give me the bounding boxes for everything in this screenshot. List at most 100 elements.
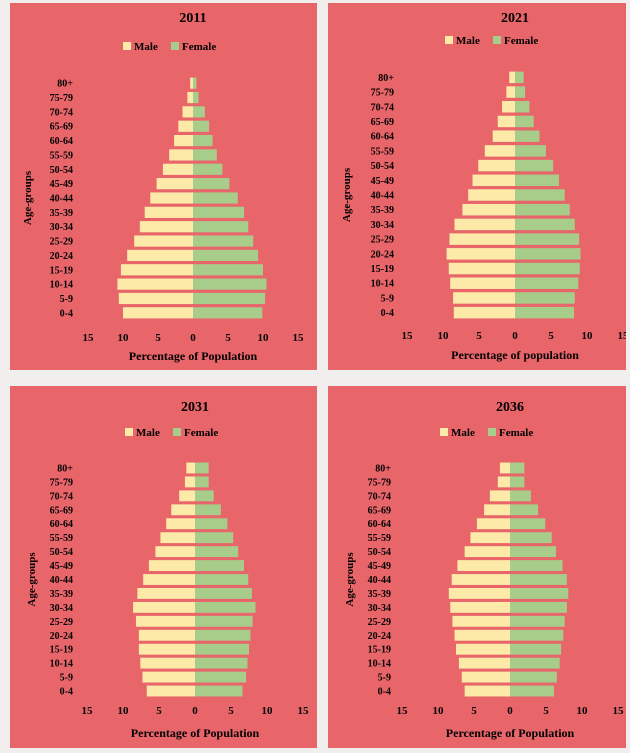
female-bar-65-69 — [510, 504, 539, 516]
age-group-label: 45-49 — [50, 179, 73, 190]
male-bar-30-34 — [133, 601, 195, 613]
x-tick-label: 15 — [83, 332, 95, 344]
pyramid-panel-2021: 2021 Male Female 0-4 5-9 10-14 15-19 20-24 25-29… — [328, 3, 626, 370]
male-bar-20-24 — [127, 249, 193, 262]
legend-male-swatch — [445, 36, 453, 44]
female-bar-10-14 — [515, 277, 579, 289]
x-tick-label: 10 — [582, 330, 594, 342]
pyramid-panel-2031: 2031 Male Female 0-4 5-9 10-14 15-19 20-24 25-29… — [10, 386, 317, 748]
male-bar-0-4 — [123, 307, 193, 319]
chart-title: 2011 — [179, 11, 206, 26]
male-bar-25-29 — [452, 615, 510, 627]
female-bar-40-44 — [510, 574, 567, 585]
x-tick-label: 5 — [155, 332, 161, 344]
male-bar-45-49 — [148, 560, 195, 571]
female-bar-0-4 — [193, 307, 263, 319]
female-bar-65-69 — [195, 504, 221, 516]
age-group-label: 25-29 — [368, 617, 391, 628]
male-bar-70-74 — [179, 490, 195, 502]
x-tick-label: 15 — [397, 705, 409, 717]
female-bar-60-64 — [193, 134, 213, 147]
female-bar-45-49 — [193, 178, 230, 190]
pyramid-chart-2011: 2011 Male Female 0-4 5-9 10-14 15-19 20-24 25-29… — [22, 11, 305, 363]
female-bar-75-79 — [510, 476, 525, 488]
age-group-label: 35-39 — [50, 208, 73, 219]
pyramid-panel-2011: 2011 Male Female 0-4 5-9 10-14 15-19 20-24 25-29… — [10, 3, 317, 370]
female-bar-15-19 — [195, 643, 249, 655]
age-group-label: 75-79 — [50, 93, 73, 104]
age-group-label: 15-19 — [50, 645, 73, 656]
male-bar-40-44 — [451, 574, 510, 585]
male-bar-10-14 — [117, 278, 193, 290]
age-group-label: 20-24 — [50, 251, 73, 262]
male-bar-70-74 — [489, 490, 510, 502]
female-bar-70-74 — [195, 490, 214, 502]
age-group-label: 10-14 — [368, 659, 391, 670]
age-group-label: 5-9 — [378, 673, 391, 684]
age-group-label: 80+ — [57, 463, 73, 474]
female-bar-65-69 — [515, 115, 534, 128]
age-group-label: 35-39 — [50, 589, 73, 600]
age-group-label: 45-49 — [50, 561, 73, 572]
male-bar-25-29 — [449, 233, 515, 245]
female-bar-30-34 — [510, 601, 567, 613]
age-group-label: 10-14 — [50, 659, 73, 670]
x-axis-label: Percentage of population — [451, 348, 579, 362]
x-tick-label: 5 — [543, 705, 549, 717]
age-group-label: 70-74 — [368, 491, 391, 502]
age-group-label: 65-69 — [371, 117, 394, 128]
age-group-label: 80+ — [378, 73, 394, 84]
pyramid-panel-2036: 2036 Male Female 0-4 5-9 10-14 15-19 20-24 25-29… — [328, 386, 626, 748]
age-group-label: 25-29 — [371, 235, 394, 246]
female-bar-75-79 — [195, 476, 209, 488]
male-bar-80+ — [186, 462, 195, 474]
x-tick-label: 0 — [512, 330, 518, 342]
male-bar-50-54 — [162, 163, 193, 175]
male-bar-20-24 — [446, 248, 515, 260]
legend-male-label: Male — [456, 35, 480, 47]
age-group-label: 5-9 — [60, 673, 73, 684]
chart-title: 2031 — [181, 400, 209, 415]
legend-female-label: Female — [504, 35, 538, 47]
female-bar-20-24 — [195, 629, 251, 641]
female-bar-70-74 — [193, 106, 205, 118]
male-bar-5-9 — [142, 671, 195, 683]
male-bar-60-64 — [174, 134, 193, 147]
male-bar-75-79 — [506, 86, 515, 98]
age-group-label: 70-74 — [50, 491, 73, 502]
male-bar-80+ — [509, 71, 515, 84]
age-group-label: 75-79 — [371, 88, 394, 99]
age-group-label: 60-64 — [368, 519, 391, 530]
age-group-label: 40-44 — [368, 575, 391, 586]
male-bar-65-69 — [484, 504, 510, 516]
age-group-label: 35-39 — [368, 589, 391, 600]
x-tick-label: 10 — [433, 705, 445, 717]
male-bar-60-64 — [492, 130, 515, 142]
male-bar-55-59 — [470, 532, 510, 544]
chart-legend: Male Female — [123, 41, 216, 53]
male-bar-5-9 — [461, 671, 510, 683]
x-tick-label: 15 — [402, 330, 414, 342]
female-bar-35-39 — [515, 203, 570, 216]
x-tick-label: 10 — [438, 330, 450, 342]
female-bar-80+ — [195, 462, 209, 474]
age-group-label: 50-54 — [368, 547, 391, 558]
female-bar-60-64 — [510, 518, 546, 530]
male-bar-30-34 — [454, 218, 515, 231]
x-tick-label: 15 — [82, 705, 94, 717]
female-bar-60-64 — [195, 518, 228, 530]
male-bar-50-54 — [478, 159, 515, 172]
age-group-label: 0-4 — [60, 687, 73, 698]
y-axis-label: Age-groups — [344, 552, 356, 607]
male-bar-50-54 — [155, 546, 195, 558]
x-tick-label: 15 — [293, 332, 305, 344]
legend-female-label: Female — [182, 41, 216, 53]
male-bar-40-44 — [150, 192, 193, 204]
female-bar-35-39 — [510, 588, 569, 599]
female-bar-75-79 — [193, 91, 199, 104]
female-bar-35-39 — [193, 206, 245, 218]
female-bar-80+ — [515, 71, 524, 84]
age-group-label: 10-14 — [371, 279, 394, 290]
x-axis-label: Percentage of Population — [129, 349, 258, 363]
female-bar-20-24 — [510, 629, 564, 641]
